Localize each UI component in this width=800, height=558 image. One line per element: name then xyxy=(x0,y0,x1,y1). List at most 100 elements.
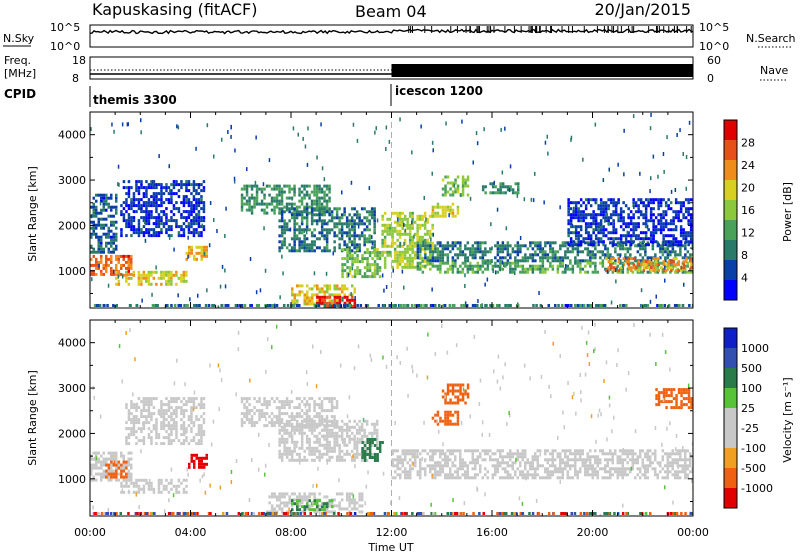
heatmap-cell-16 xyxy=(442,215,445,218)
heatmap-cell-17 xyxy=(660,219,663,222)
heatmap-cell-7 xyxy=(303,498,306,501)
heatmap-cell-6 xyxy=(351,243,354,246)
heatmap-cell-6 xyxy=(301,426,304,429)
heatmap-cell-13 xyxy=(610,260,613,263)
heatmap-cell-5 xyxy=(248,412,251,415)
heatmap-cell-11 xyxy=(502,244,505,247)
heatmap-cell-6 xyxy=(278,219,281,222)
heatmap-cell-6 xyxy=(286,225,289,228)
heatmap-cell-5 xyxy=(293,194,296,197)
heatmap-cell-6 xyxy=(316,438,319,441)
heatmap-cell-8 xyxy=(339,299,342,302)
heatmap-cell-5 xyxy=(241,421,244,424)
heatmap-cell-17 xyxy=(597,225,600,228)
heatmap-cell-4 xyxy=(150,412,153,415)
heatmap-cell-3 xyxy=(143,186,146,189)
heatmap-cell-0 xyxy=(125,464,128,467)
heatmap-ground-cell xyxy=(444,304,447,307)
heatmap-speckle xyxy=(178,125,180,129)
heatmap-cell-11 xyxy=(537,253,540,256)
heatmap-cell-6 xyxy=(318,441,321,444)
heatmap-cell-11 xyxy=(549,256,552,259)
heatmap-cell-2 xyxy=(165,479,168,482)
heatmap-cell-2 xyxy=(115,245,118,248)
heatmap-speckle xyxy=(487,264,489,268)
heatmap-cell-5 xyxy=(268,185,271,188)
heatmap-cell-5 xyxy=(316,415,319,418)
heatmap-cell-5 xyxy=(323,200,326,203)
heatmap-cell-0 xyxy=(130,264,133,267)
heatmap-cell-6 xyxy=(298,246,301,249)
heatmap-cell-6 xyxy=(283,429,286,432)
heatmap-cell-6 xyxy=(318,444,321,447)
heatmap-cell-6 xyxy=(366,420,369,423)
heatmap-cell-17 xyxy=(567,219,570,222)
heatmap-cell-4 xyxy=(133,433,136,436)
heatmap-cell-10 xyxy=(419,218,422,221)
heatmap-speckle xyxy=(389,140,391,144)
heatmap-cell-0 xyxy=(115,455,118,458)
heatmap-speckle xyxy=(623,172,625,176)
heatmap-cell-6 xyxy=(338,435,341,438)
heatmap-cell-5 xyxy=(306,412,309,415)
heatmap-cell-12 xyxy=(524,268,527,271)
heatmap-cell-4 xyxy=(180,433,183,436)
heatmap-cell-9 xyxy=(366,266,369,269)
heatmap-cell-12 xyxy=(589,262,592,265)
heatmap-cell-5 xyxy=(306,400,309,403)
heatmap-cell-17 xyxy=(662,237,665,240)
heatmap-cell-17 xyxy=(685,237,688,240)
heatmap-cell-1 xyxy=(115,470,118,473)
heatmap-cell-11 xyxy=(527,247,530,250)
heatmap-cell-12 xyxy=(504,262,507,265)
heatmap-cell-5 xyxy=(298,191,301,194)
heatmap-cell-4 xyxy=(173,439,176,442)
heatmap-cell-5 xyxy=(308,212,311,215)
heatmap-cell-4 xyxy=(130,421,133,424)
heatmap-speckle xyxy=(141,299,143,303)
heatmap-cell-11 xyxy=(539,256,542,259)
heatmap-speckle xyxy=(600,222,602,226)
heatmap-speckle xyxy=(377,218,379,222)
heatmap-cell-10 xyxy=(421,236,424,239)
heatmap-cell-5 xyxy=(333,418,336,421)
heatmap-cell-1 xyxy=(163,271,166,274)
heatmap-speckle xyxy=(686,187,688,191)
heatmap-cell-1 xyxy=(125,274,128,277)
heatmap-cell-5 xyxy=(288,424,291,427)
heatmap-cell-10 xyxy=(406,221,409,224)
heatmap-cell-4 xyxy=(150,397,153,400)
heatmap-cell-3 xyxy=(180,201,183,204)
heatmap-cell-10 xyxy=(419,236,422,239)
heatmap-cell-17 xyxy=(675,228,678,231)
heatmap-cell-0 xyxy=(93,476,96,479)
heatmap-cell-5 xyxy=(316,191,319,194)
heatmap-cell-12 xyxy=(499,262,502,265)
heatmap-speckle xyxy=(189,297,191,301)
heatmap-cell-6 xyxy=(356,234,359,237)
heatmap-cell-6 xyxy=(328,450,331,453)
heatmap-cell-4 xyxy=(135,442,138,445)
heatmap-cell-11 xyxy=(662,253,665,256)
heatmap-cell-2 xyxy=(110,230,113,233)
heatmap-cell-3 xyxy=(160,222,163,225)
heatmap-cell-4 xyxy=(188,400,191,403)
heatmap-ground-cell xyxy=(186,304,189,307)
heatmap-cell-10 xyxy=(421,215,424,218)
heatmap-cell-9 xyxy=(369,450,372,453)
heatmap-cell-6 xyxy=(328,219,331,222)
heatmap-cell-5 xyxy=(283,191,286,194)
heatmap-cell-13 xyxy=(618,260,621,263)
heatmap-cell-2 xyxy=(113,251,116,254)
heatmap-cell-1 xyxy=(140,280,143,283)
heatmap-cell-6 xyxy=(303,420,306,423)
heatmap-cell-17 xyxy=(642,213,645,216)
heatmap-cell-17 xyxy=(570,231,573,234)
heatmap-cell-11 xyxy=(609,253,612,256)
heatmap-cell-0 xyxy=(120,264,123,267)
heatmap-cell-6 xyxy=(336,210,339,213)
heatmap-ground-cell xyxy=(333,304,336,307)
heatmap-cell-6 xyxy=(293,432,296,435)
heatmap-cell-13 xyxy=(678,260,681,263)
heatmap-ground-cell xyxy=(463,304,466,307)
